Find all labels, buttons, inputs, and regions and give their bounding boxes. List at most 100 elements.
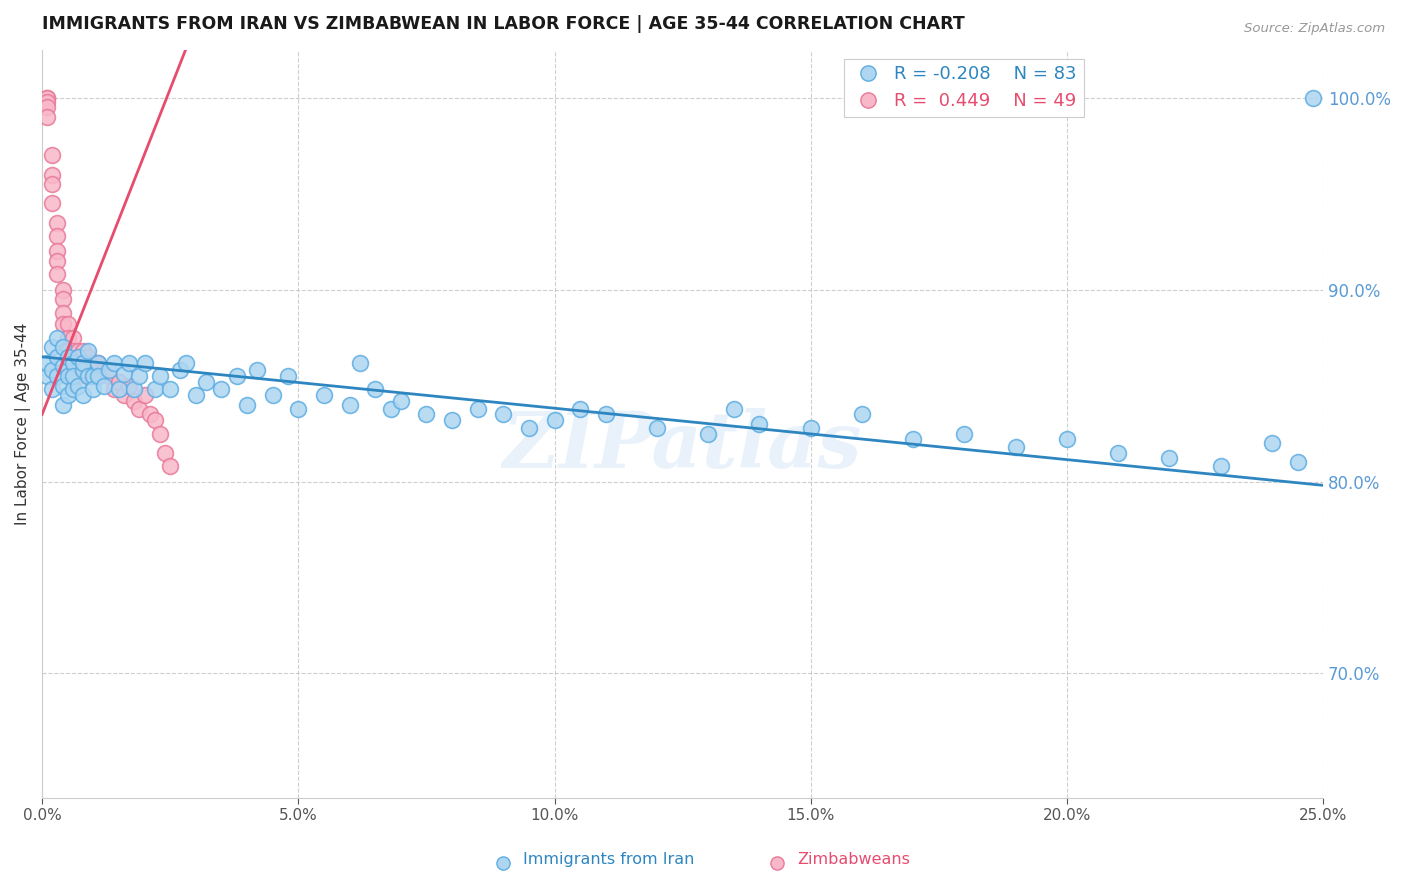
Point [62, 330, 84, 344]
Point [236, 398, 259, 412]
Point [124, 393, 146, 408]
Point [72, 355, 94, 369]
Point [41, 196, 63, 211]
Point [467, 401, 489, 416]
Point [723, 401, 745, 416]
Point [72, 388, 94, 402]
Point [103, 355, 125, 369]
Point [62, 369, 84, 384]
Point [46, 244, 69, 259]
Point [46, 268, 69, 282]
Point [77, 369, 100, 384]
Point [37, 91, 59, 105]
Text: IMMIGRANTS FROM IRAN VS ZIMBABWEAN IN LABOR FORCE | AGE 35-44 CORRELATION CHART: IMMIGRANTS FROM IRAN VS ZIMBABWEAN IN LA… [42, 15, 965, 33]
Point [93, 378, 115, 392]
Text: Immigrants from Iran: Immigrants from Iran [523, 853, 695, 867]
Point [62, 344, 84, 359]
Point [52, 283, 75, 297]
Point [87, 355, 110, 369]
Point [62, 355, 84, 369]
Point [37, 91, 59, 105]
Point [56, 317, 79, 331]
Point [349, 355, 371, 369]
Point [37, 369, 59, 384]
Point [77, 369, 100, 384]
Point [46, 215, 69, 229]
Point [118, 378, 141, 392]
Point [66, 378, 89, 392]
Point [415, 408, 437, 422]
Point [364, 383, 387, 397]
Point [56, 344, 79, 359]
Point [52, 317, 75, 331]
Point [77, 344, 100, 359]
Point [52, 398, 75, 412]
Point [108, 375, 131, 389]
Point [72, 363, 94, 377]
Point [903, 432, 925, 446]
Point [1159, 451, 1181, 466]
Point [149, 369, 172, 384]
Point [1056, 432, 1078, 446]
Point [277, 369, 299, 384]
Point [1261, 436, 1284, 450]
Point [37, 355, 59, 369]
Point [128, 401, 150, 416]
Point [41, 383, 63, 397]
Point [159, 459, 181, 474]
Point [82, 369, 104, 384]
Point [134, 355, 156, 369]
Point [46, 330, 69, 344]
Point [169, 363, 191, 377]
Point [800, 421, 823, 435]
Point [56, 350, 79, 364]
Point [118, 355, 141, 369]
Text: Source: ZipAtlas.com: Source: ZipAtlas.com [1244, 22, 1385, 36]
Point [97, 363, 120, 377]
Text: ZIPatlas: ZIPatlas [503, 409, 862, 484]
Point [66, 369, 89, 384]
Point [128, 369, 150, 384]
Point [134, 388, 156, 402]
Point [211, 383, 233, 397]
Point [52, 292, 75, 306]
Point [41, 148, 63, 162]
Point [56, 363, 79, 377]
Point [97, 369, 120, 384]
Point [246, 363, 269, 377]
Point [52, 359, 75, 374]
Point [312, 388, 335, 402]
Point [41, 168, 63, 182]
Point [645, 421, 668, 435]
Point [46, 228, 69, 243]
Point [37, 95, 59, 109]
Point [517, 421, 540, 435]
Point [56, 330, 79, 344]
Point [389, 393, 412, 408]
Point [72, 344, 94, 359]
Point [82, 369, 104, 384]
Point [697, 426, 720, 441]
Point [41, 340, 63, 354]
Point [153, 446, 176, 460]
Point [143, 413, 166, 427]
Point [1004, 440, 1026, 454]
Point [66, 344, 89, 359]
Point [87, 369, 110, 384]
Legend: R = -0.208    N = 83, R =  0.449    N = 49: R = -0.208 N = 83, R = 0.449 N = 49 [844, 59, 1084, 117]
Point [569, 401, 592, 416]
Y-axis label: In Labor Force | Age 35-44: In Labor Force | Age 35-44 [15, 323, 31, 525]
Point [62, 359, 84, 374]
Point [93, 363, 115, 377]
Point [46, 350, 69, 364]
Point [225, 369, 247, 384]
Point [262, 388, 284, 402]
Point [62, 383, 84, 397]
Point [441, 413, 464, 427]
Point [66, 350, 89, 364]
Point [184, 388, 207, 402]
Point [174, 355, 197, 369]
Point [46, 369, 69, 384]
Point [143, 383, 166, 397]
Point [492, 408, 515, 422]
